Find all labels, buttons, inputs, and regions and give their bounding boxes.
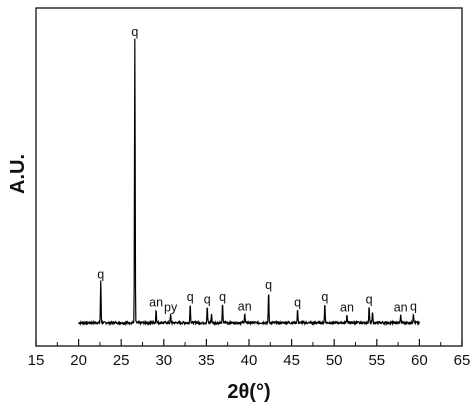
diffraction-pattern-line (78, 38, 420, 327)
peak-label: q (321, 290, 328, 304)
peak-label: an (394, 301, 408, 315)
x-tick-label: 15 (28, 352, 45, 369)
x-tick-label: 45 (283, 352, 300, 369)
x-tick-label: 30 (155, 352, 172, 369)
x-tick-label: 35 (198, 352, 215, 369)
peak-label: q (187, 290, 194, 304)
peak-label: an (340, 301, 354, 315)
x-tick-label: 40 (241, 352, 258, 369)
peak-label: q (204, 293, 211, 307)
x-axis-label: 2θ(°) (227, 381, 270, 403)
x-tick-label: 60 (411, 352, 428, 369)
peak-label: q (219, 290, 226, 304)
peak-label: q (366, 293, 373, 307)
x-tick-label: 65 (454, 352, 471, 369)
x-tick-label: 25 (113, 352, 130, 369)
x-tick-label: 20 (70, 352, 87, 369)
peak-label: q (97, 268, 104, 282)
peak-label: q (410, 300, 417, 314)
peak-label: q (131, 25, 138, 39)
x-tick-label: 50 (326, 352, 343, 369)
peak-label: an (149, 296, 163, 310)
x-axis-tick-labels: 15 20 25 30 35 40 45 50 55 60 65 (28, 352, 471, 369)
peak-label: q (294, 296, 301, 310)
peak-label: an (238, 300, 252, 314)
peak-label: q (265, 278, 272, 292)
x-tick-label: 55 (368, 352, 385, 369)
peak-label: py (164, 301, 178, 315)
y-axis-label: A.U. (7, 154, 29, 194)
x-axis-ticks (35, 339, 463, 346)
